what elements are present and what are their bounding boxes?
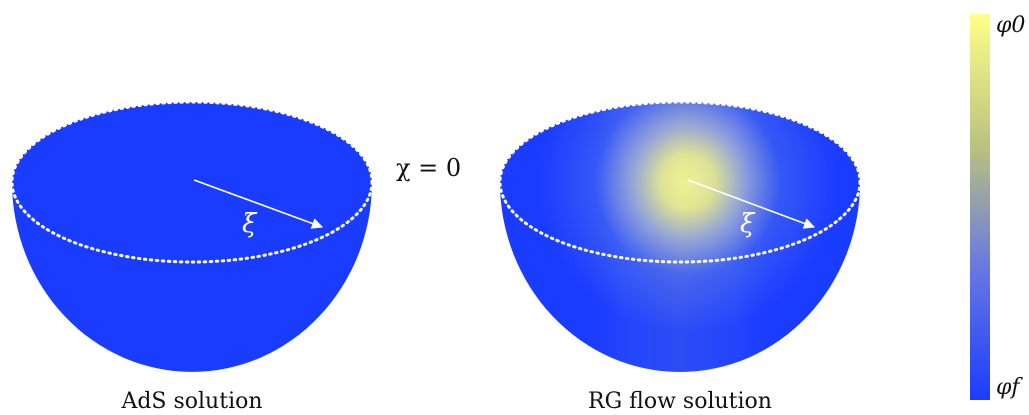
colorbar-bottom-label: φf [996,375,1023,400]
ads-bowl: ξ [10,100,374,372]
chi-equals-zero-label: χ = 0 [396,154,461,182]
ads-rim-dots [10,100,374,264]
rg-rim-dots [498,100,862,264]
rg-radius-label: ξ [740,209,756,239]
colorbar: φ0 φf [970,13,1025,400]
ads-radius-label: ξ [242,209,258,239]
rg-flow-bowl: ξ [498,100,862,372]
ads-caption: AdS solution [120,389,262,414]
rg-radius-arrow [687,179,816,229]
rg-bowl-center-glow [500,102,860,372]
colorbar-gradient [970,14,990,400]
ads-radius-arrow [193,179,324,229]
ads-bowl-surface [12,102,372,372]
colorbar-top-label: φ0 [996,13,1025,38]
rg-caption: RG flow solution [588,389,772,414]
